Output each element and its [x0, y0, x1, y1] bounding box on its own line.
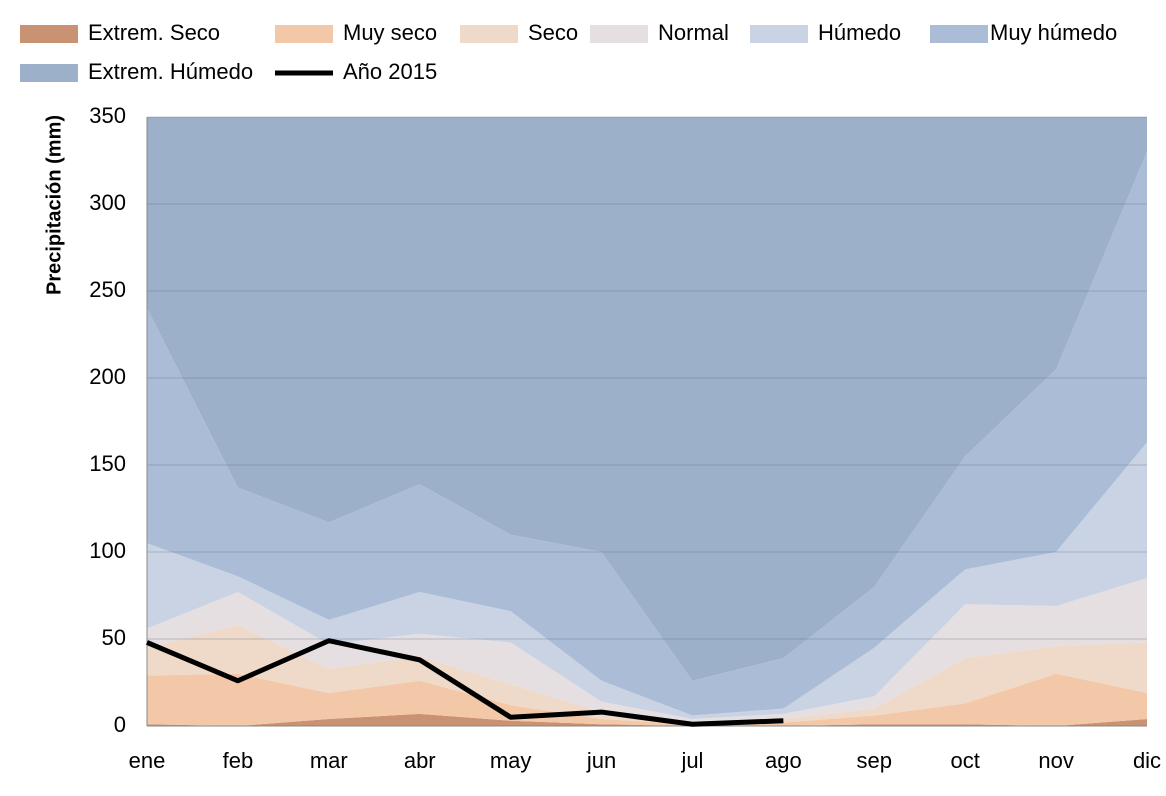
legend-swatch [590, 25, 648, 43]
area [147, 117, 1147, 681]
y-tick-label: 250 [89, 277, 126, 302]
y-tick-label: 150 [89, 451, 126, 476]
area [147, 713, 1147, 726]
area [147, 442, 1147, 720]
x-tick-label: jun [586, 748, 616, 773]
y-axis-label: Precipitación (mm) [43, 115, 65, 295]
area [147, 151, 1147, 716]
x-tick-label: ago [765, 748, 802, 773]
legend-label: Año 2015 [343, 59, 437, 84]
x-tick-label: oct [951, 748, 980, 773]
x-tick-label: sep [857, 748, 892, 773]
x-tick-label: abr [404, 748, 436, 773]
legend-swatch [275, 25, 333, 43]
area [147, 578, 1147, 723]
legend-swatch [930, 25, 988, 43]
legend-label: Muy seco [343, 20, 437, 45]
x-tick-label: may [490, 748, 532, 773]
legend-label: Extrem. Húmedo [88, 59, 253, 84]
x-tick-label: ene [129, 748, 166, 773]
line [146, 638, 784, 727]
legend-swatch [20, 64, 78, 82]
legend-swatch [750, 25, 808, 43]
x-tick-label: dic [1133, 748, 1161, 773]
legend-label: Extrem. Seco [88, 20, 220, 45]
legend-label: Húmedo [818, 20, 901, 45]
area [147, 673, 1147, 726]
legend-label: Muy húmedo [990, 20, 1117, 45]
y-tick-label: 50 [102, 625, 126, 650]
legend-swatch [20, 25, 78, 43]
y-tick-label: 0 [114, 712, 126, 737]
y-tick-label: 300 [89, 190, 126, 215]
legend-swatch [460, 25, 518, 43]
y-tick-label: 200 [89, 364, 126, 389]
x-tick-label: jul [680, 748, 703, 773]
y-tick-label: 350 [89, 103, 126, 128]
legend-label: Normal [658, 20, 729, 45]
y-tick-label: 100 [89, 538, 126, 563]
x-tick-label: mar [310, 748, 348, 773]
area [147, 625, 1147, 725]
x-tick-label: feb [223, 748, 254, 773]
x-tick-label: nov [1038, 748, 1073, 773]
legend-label: Seco [528, 20, 578, 45]
